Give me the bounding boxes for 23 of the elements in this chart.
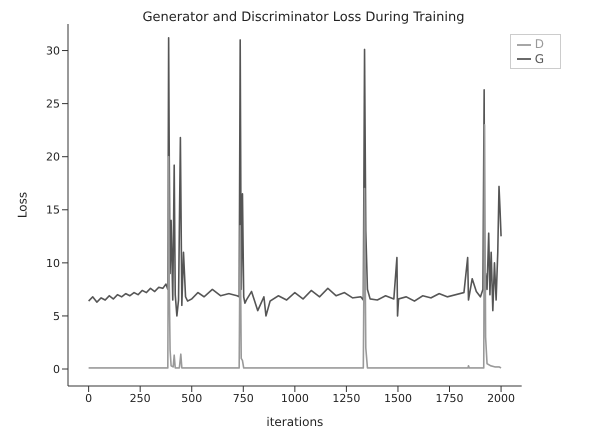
y-axis-title: Loss xyxy=(15,192,30,218)
y-tick-label: 30 xyxy=(46,44,60,58)
y-tick-label: 0 xyxy=(53,362,60,376)
x-tick-label: 0 xyxy=(85,392,92,405)
line-series xyxy=(88,37,502,317)
x-tick-label: 750 xyxy=(232,392,254,405)
line-series xyxy=(88,124,502,369)
y-tick-label: 20 xyxy=(46,150,60,164)
y-tick-label: 15 xyxy=(46,204,60,217)
chart-title: Generator and Discriminator Loss During Training xyxy=(141,10,466,25)
legend-label: G xyxy=(534,52,544,66)
legend-label: D xyxy=(534,37,544,51)
x-tick-label: 1750 xyxy=(436,392,464,405)
x-tick-label: 1000 xyxy=(280,392,309,405)
x-tick-label: 2000 xyxy=(487,392,516,405)
y-tick-label: 5 xyxy=(53,310,60,323)
x-tick-label: 250 xyxy=(130,392,151,405)
x-axis-title: iterations xyxy=(266,415,324,429)
x-tick-label: 1250 xyxy=(332,392,360,405)
y-tick-label: 25 xyxy=(46,98,60,111)
x-tick-label: 1500 xyxy=(384,392,412,405)
x-tick-label: 500 xyxy=(181,392,202,405)
y-tick-label: 10 xyxy=(46,256,60,270)
